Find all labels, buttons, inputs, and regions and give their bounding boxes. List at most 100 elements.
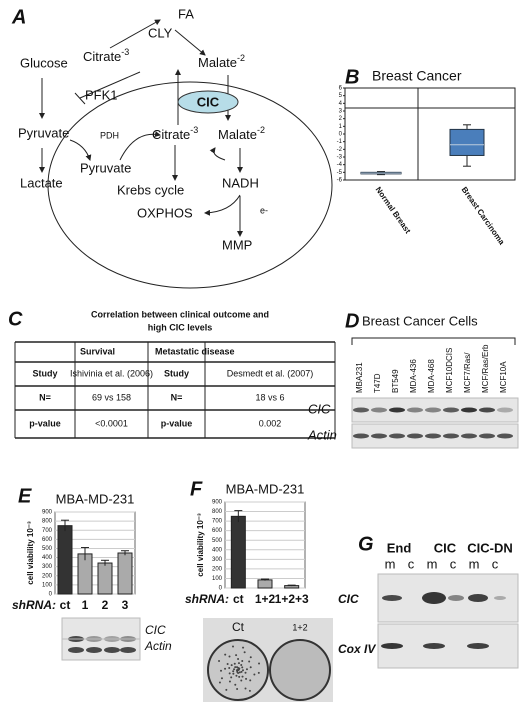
colony [228,680,231,683]
panel-label: E [18,485,32,507]
node: Citrate-3 [152,125,198,142]
node: Krebs cycle [117,182,184,197]
colony [232,645,235,648]
y-tick-label: 4 [339,101,343,107]
colony [244,687,247,690]
band [443,433,459,439]
fraction-label: c [492,556,499,571]
colony [236,687,239,690]
colony [240,670,243,673]
row-label: CIC [308,401,331,416]
fraction-label: m [427,556,438,571]
node: Citrate-3 [83,47,129,64]
row-label: Actin [307,427,337,442]
colony [218,659,221,662]
y-tick-label: 200 [42,573,53,579]
x-tick-label: ct [233,592,244,606]
lane-label: BT549 [391,369,400,393]
table-cell: 18 vs 6 [255,392,284,402]
y-tick-label: -6 [337,178,343,184]
colony [237,671,240,674]
x-tick-label: 1+2 [255,592,276,606]
table-cell: Study [32,368,57,378]
table-cell: N= [39,392,51,402]
plate [269,639,331,701]
table-cell: 69 vs 158 [92,392,131,402]
colony [234,683,237,686]
colony [224,667,227,670]
band [353,433,369,439]
lane-label: MBA231 [355,362,364,393]
table-cell: Study [164,368,189,378]
panel-label: F [190,478,203,500]
band [467,643,489,649]
fraction-label: c [408,556,415,571]
table-cell: Ishivinia et al. (2006) [70,368,153,378]
colony [257,671,260,674]
lane-label: MCF10A [499,361,508,393]
band [461,433,477,439]
colony [241,675,244,678]
table-cell: <0.0001 [95,418,128,428]
band [443,407,459,413]
colony [237,662,240,665]
colony [249,656,252,659]
node: Lactate [20,175,63,190]
colony [220,669,223,672]
band [497,407,513,413]
node: Glucose [20,55,68,70]
band [479,407,495,413]
y-tick-label: -3 [337,155,343,161]
y-tick-label: -2 [337,147,343,153]
colony [228,666,231,669]
node: CIC [197,94,220,109]
bar [230,515,246,589]
x-tick-label: 3 [122,598,129,612]
band [479,433,495,439]
chart-title: MBA-MD-231 [56,491,135,506]
bracket [351,337,516,345]
y-tick-label: 300 [212,557,223,563]
row-label: CIC [145,623,166,637]
band [381,643,403,649]
band [389,407,405,413]
y-tick-label: 5 [339,93,343,99]
colony [248,660,251,663]
y-axis-label: cell viability 10⁻³ [26,521,35,585]
y-tick-label: 800 [212,509,223,515]
y-tick-label: 500 [42,546,53,552]
group-label: End [387,540,412,555]
table-cell: p-value [161,418,193,428]
colony [235,666,238,669]
band [104,647,120,653]
y-tick-label: 100 [42,582,53,588]
node: Malate-2 [198,53,245,70]
y-tick-label: 0 [339,132,343,138]
colony [234,666,237,669]
band [86,647,102,653]
y-axis-label: cell viability 10⁻³ [196,513,205,577]
y-tick-label: 100 [212,576,223,582]
x-tick-label: 1 [82,598,89,612]
y-tick-label: 300 [42,564,53,570]
y-tick-label: 900 [212,500,223,506]
band [382,595,402,601]
column-header: Metastatic disease [155,346,235,356]
colony [245,668,248,671]
x-tick-label: 1+2+3 [275,592,309,606]
table-cell: 0.002 [259,418,282,428]
table-title: Correlation between clinical outcome and [91,309,269,319]
y-tick-label: 500 [212,538,223,544]
y-tick-label: 700 [42,528,53,534]
node: CLY [148,25,173,40]
panel-label: B [345,66,359,88]
node: e- [260,205,268,215]
lane-label: MDA-436 [409,359,418,393]
y-tick-label: 600 [212,528,223,534]
fraction-label: c [450,556,457,571]
colony [248,689,251,692]
node: MMP [222,237,252,252]
plot-frame [344,87,516,181]
shrna-label: shRNA: [185,592,229,606]
